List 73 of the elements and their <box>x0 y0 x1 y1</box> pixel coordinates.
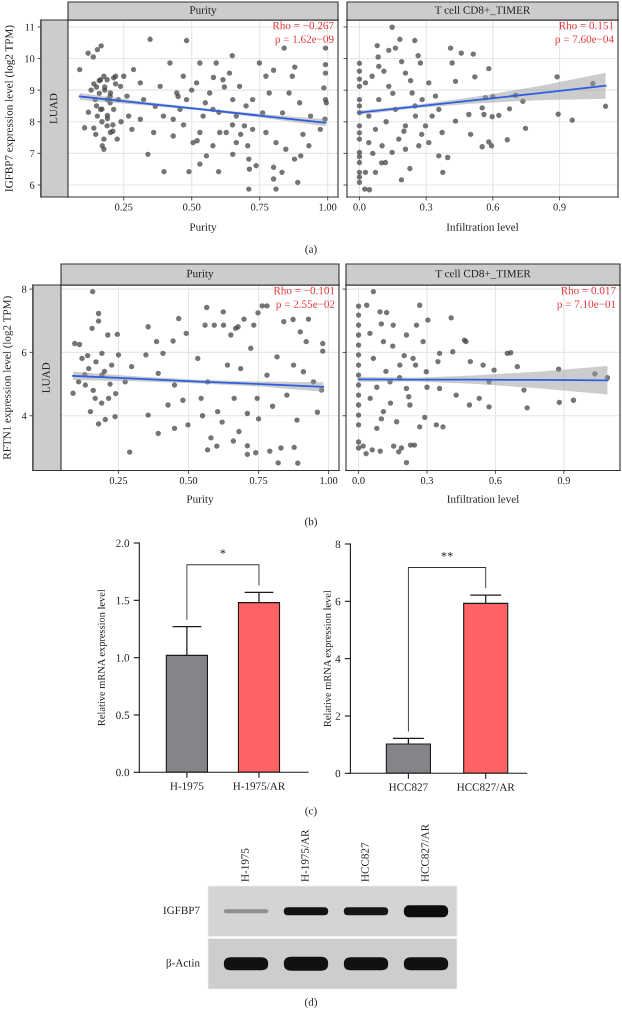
x-tick-label: 1.00 <box>319 203 337 211</box>
category-label: IGFBP7 <box>163 906 200 915</box>
x-axis-title: Infiltration level <box>446 222 519 231</box>
y-tick-label: 2 <box>335 712 341 720</box>
y-tick-label: 1.5 <box>116 596 130 605</box>
x-tick-label: 0.0 <box>353 203 366 211</box>
category-label: H-1975 <box>241 848 249 882</box>
chart-title: T cell CD8+_TIMER <box>435 269 531 279</box>
y-tick-label: 6 <box>29 181 35 189</box>
category-label: β-Actin <box>166 958 200 969</box>
annotation: Rho = 0.017 <box>560 286 616 295</box>
x-tick-label: H-1975/AR <box>233 782 286 790</box>
category-label: H-1975/AR <box>301 829 309 882</box>
x-tick-label: 0.9 <box>557 477 570 485</box>
annotation: Rho = 0.151 <box>558 21 614 30</box>
x-tick-label: 0.9 <box>553 203 566 211</box>
x-tick-label: 0.3 <box>420 477 434 485</box>
x-tick-label: HCC827 <box>388 783 428 791</box>
text: (b) <box>305 517 317 528</box>
chart-title: Purity <box>189 6 217 17</box>
annotation: * <box>220 549 226 554</box>
x-tick-label: 0.50 <box>179 477 198 485</box>
x-tick-label: HCC827/AR <box>457 783 515 791</box>
x-tick-label: 0.50 <box>183 203 201 211</box>
text: LUAD <box>42 362 50 393</box>
y-tick-label: 0.5 <box>116 711 130 719</box>
x-tick-label: 0.25 <box>115 203 133 211</box>
y-axis-title: RFTN1 expression level (log2 TPM) <box>2 296 13 460</box>
text: LUAD <box>49 93 58 124</box>
annotation: ** <box>441 552 453 557</box>
x-axis-title: Infiltration level <box>447 494 520 503</box>
x-tick-label: 0.25 <box>109 477 128 485</box>
x-tick-label: H-1975 <box>170 782 204 790</box>
y-tick-label: 0.0 <box>116 768 130 777</box>
y-tick-label: 6 <box>21 349 27 357</box>
annotation: p = 1.62e−09 <box>275 35 334 46</box>
text: (d) <box>305 997 317 1009</box>
annotation: Rho = −0.267 <box>272 21 334 30</box>
y-tick-label: 0 <box>335 769 341 778</box>
y-tick-label: 4 <box>21 412 27 420</box>
text: (a) <box>305 244 317 256</box>
x-tick-label: 0.75 <box>250 203 269 211</box>
y-tick-label: 2.0 <box>116 539 130 548</box>
x-tick-label: 0.6 <box>486 203 500 211</box>
y-axis-title: Relative mRNA expression level <box>323 590 333 727</box>
x-axis-title: Purity <box>186 495 214 506</box>
x-axis-title: Purity <box>189 223 217 234</box>
annotation: p = 7.10e−01 <box>557 300 616 311</box>
y-axis-title: IGFBP7 expression level (log2 TPM) <box>4 25 15 192</box>
annotation: p = 2.55e−02 <box>276 300 335 311</box>
y-tick-label: 8 <box>29 118 35 126</box>
category-label: HCC827 <box>361 842 369 882</box>
x-tick-label: 1.00 <box>320 477 338 485</box>
chart-title: Purity <box>186 269 214 280</box>
y-tick-label: 7 <box>30 150 35 157</box>
annotation: p = 7.60e−04 <box>555 35 614 46</box>
y-tick-label: 9 <box>29 86 35 94</box>
y-axis-title: Relative mRNA expression level <box>97 589 107 726</box>
x-tick-label: 0.3 <box>420 203 433 211</box>
category-label: HCC827/AR <box>421 823 429 882</box>
y-tick-label: 11 <box>25 23 35 31</box>
annotation: Rho = −0.101 <box>273 286 335 295</box>
y-tick-label: 10 <box>25 55 35 63</box>
x-tick-label: 0.0 <box>352 477 365 485</box>
x-tick-label: 0.6 <box>489 477 502 485</box>
y-tick-label: 4 <box>335 655 341 663</box>
y-tick-label: 8 <box>21 285 27 293</box>
y-tick-label: 6 <box>335 597 341 606</box>
y-tick-label: 1.0 <box>116 654 130 662</box>
chart-title: T cell CD8+_TIMER <box>434 5 531 16</box>
x-tick-label: 0.75 <box>249 477 268 485</box>
y-tick-label: 8 <box>335 540 341 548</box>
text: (c) <box>305 806 317 817</box>
